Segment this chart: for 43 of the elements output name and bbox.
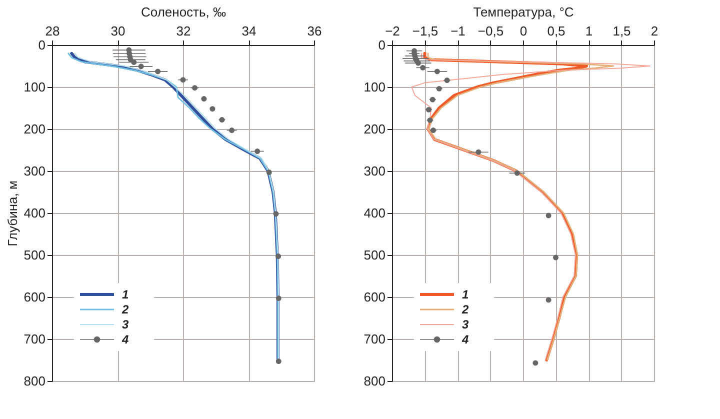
x-tick-label: 30: [110, 24, 126, 38]
y-tick-label: 100: [24, 80, 46, 94]
x-tick-label: 2: [650, 24, 658, 38]
legend-label: 3: [122, 318, 129, 332]
y-tick-label: 500: [24, 248, 46, 262]
legend-label: 2: [461, 302, 469, 316]
y-tick-label: 0: [38, 38, 46, 52]
y-tick-label: 300: [364, 164, 386, 178]
legend-label: 4: [461, 332, 469, 346]
x-tick-label: −2: [385, 24, 400, 38]
y-tick-label: 700: [24, 332, 46, 346]
x-tick-label: 1: [585, 24, 593, 38]
x-tick-label: 28: [45, 24, 60, 38]
y-axis-title: Глубина, м: [4, 180, 20, 246]
y-tick-label: 200: [24, 122, 46, 136]
x-tick-label: 34: [242, 24, 256, 38]
y-tick-label: 400: [364, 206, 386, 220]
y-tick-label: 800: [364, 374, 386, 388]
y-tick-label: 500: [364, 248, 386, 262]
legend-label: 3: [462, 318, 469, 332]
y-tick-label: 600: [24, 290, 46, 304]
y-tick-label: 400: [24, 206, 46, 220]
x-tick-label: 1,5: [612, 24, 631, 38]
y-tick-label: 200: [364, 122, 386, 136]
x-axis-title: Соленость, ‰: [140, 4, 226, 20]
x-tick-label: −1: [450, 24, 466, 38]
legend-label: 1: [122, 288, 129, 302]
y-tick-label: 300: [24, 164, 46, 178]
x-tick-label: −1,5: [412, 24, 438, 38]
x-tick-label: 0,5: [547, 24, 566, 38]
y-tick-label: 600: [364, 290, 386, 304]
legend-label: 2: [121, 302, 129, 316]
legend-label: 4: [121, 332, 129, 346]
x-tick-label: 32: [176, 24, 191, 38]
y-tick-label: 0: [378, 38, 386, 52]
x-axis-title: Температура, °C: [473, 4, 574, 20]
y-tick-label: 100: [364, 80, 386, 94]
y-tick-label: 700: [364, 332, 386, 346]
y-tick-label: 800: [24, 374, 46, 388]
x-tick-label: −0,5: [478, 24, 504, 38]
x-tick-label: 36: [307, 24, 322, 38]
legend-label: 1: [462, 288, 469, 302]
x-tick-label: 0: [520, 24, 528, 38]
